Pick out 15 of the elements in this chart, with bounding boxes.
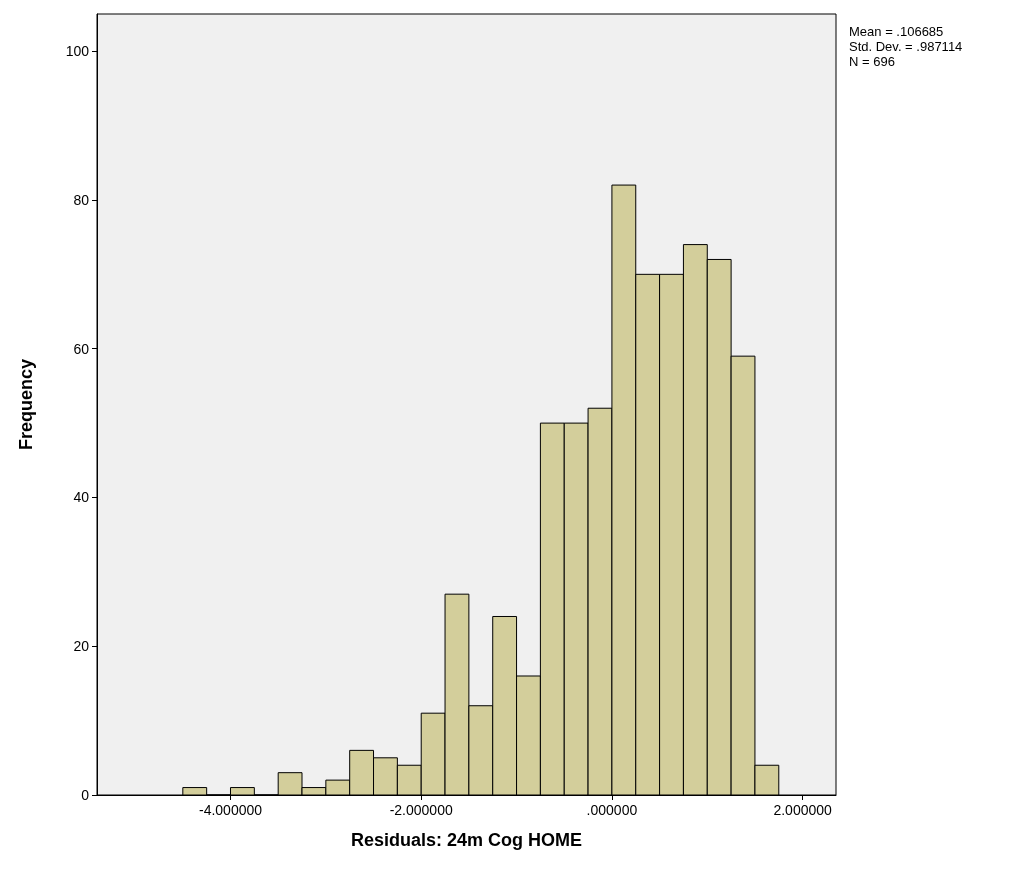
x-tick-label: -4.000000 — [198, 802, 263, 818]
y-tick-label: 40 — [73, 489, 90, 506]
y-tick-label: 80 — [73, 191, 90, 208]
y-tick-label: 100 — [65, 43, 90, 60]
text: Mean = .106685 — [849, 24, 944, 39]
x-axis-title: Residuals: 24m Cog HOME — [350, 830, 583, 850]
x-tick-label: -2.000000 — [389, 802, 453, 818]
y-tick-label: 0 — [81, 787, 90, 803]
text: N = 696 — [849, 54, 895, 69]
y-tick-label: 20 — [73, 638, 90, 655]
y-tick-label: 60 — [73, 340, 90, 357]
x-tick-label: 2.000000 — [773, 802, 833, 818]
x-tick-label: .000000 — [586, 802, 638, 818]
y-axis-title: Frequency — [16, 358, 36, 451]
text: Std. Dev. = .987114 — [849, 39, 963, 54]
